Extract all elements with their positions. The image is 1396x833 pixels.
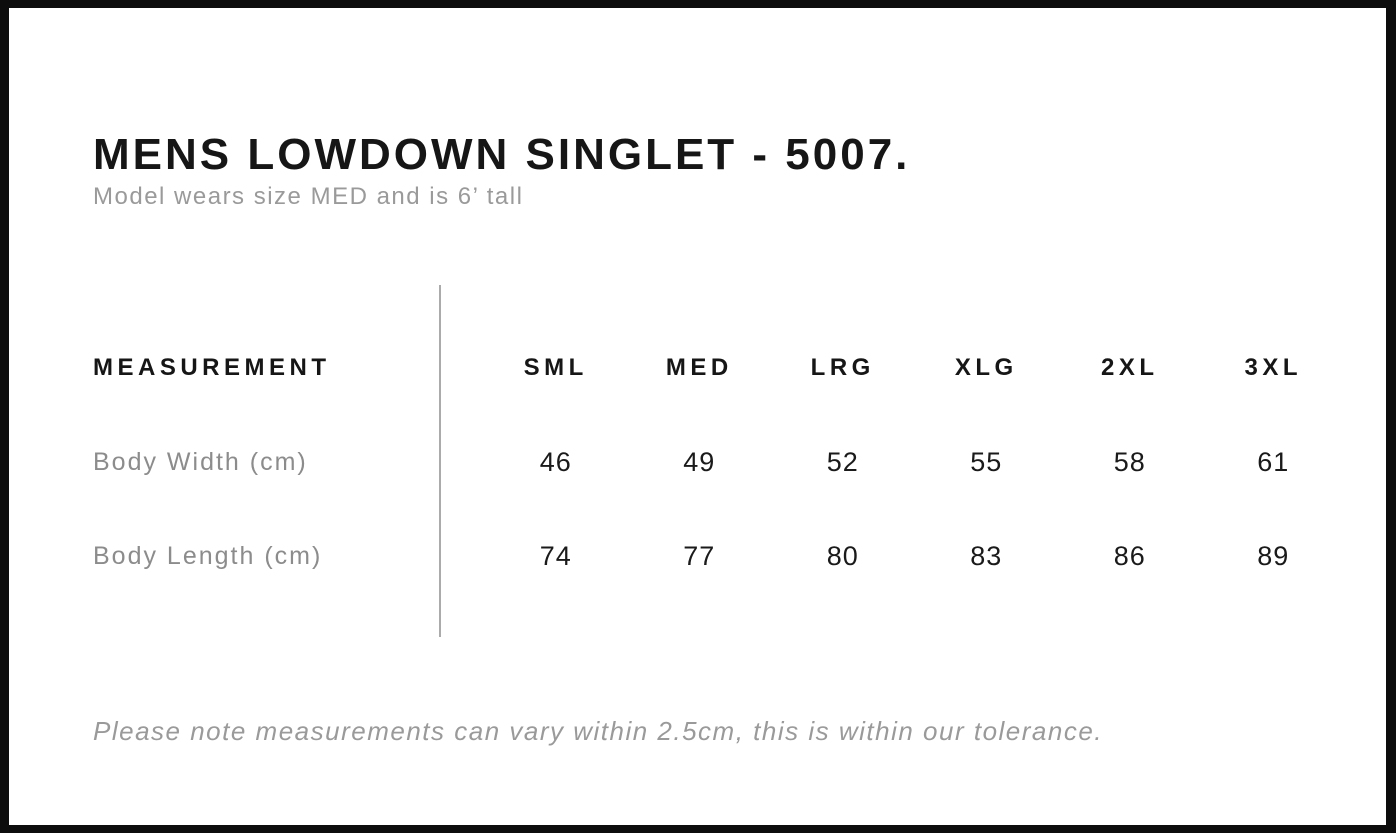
cell-value: 89 <box>1257 540 1290 571</box>
column-header-sml: SML <box>484 321 628 415</box>
cell-value: 52 <box>826 446 859 477</box>
body-length-3xl-cell: 89 <box>1202 509 1346 603</box>
measurement-header-cell: MEASUREMENT <box>93 321 439 415</box>
cell-value: 83 <box>970 540 1003 571</box>
column-header-label: SML <box>523 354 588 381</box>
row-label-body-width: Body Width (cm) <box>93 447 308 476</box>
model-size-note: Model wears size MED and is 6’ tall <box>93 183 524 210</box>
column-header-3xl: 3XL <box>1202 321 1346 415</box>
chart-sheet: MENS LOWDOWN SINGLET - 5007. Model wears… <box>9 8 1386 825</box>
body-length-med-cell: 77 <box>628 509 772 603</box>
cell-value: 55 <box>970 446 1003 477</box>
tolerance-note: Please note measurements can vary within… <box>93 716 1104 746</box>
product-title: MENS LOWDOWN SINGLET - 5007. <box>93 130 911 180</box>
column-header-label: XLG <box>954 354 1018 381</box>
body-width-med-cell: 49 <box>628 415 772 509</box>
column-header-label: LRG <box>810 354 875 381</box>
cell-value: 77 <box>683 540 716 571</box>
body-width-lrg-cell: 52 <box>771 415 915 509</box>
measurement-header: MEASUREMENT <box>93 354 331 381</box>
cell-value: 80 <box>826 540 859 571</box>
row-label-body-length: Body Length (cm) <box>93 541 323 570</box>
cell-value: 58 <box>1113 446 1146 477</box>
body-length-lrg-cell: 80 <box>771 509 915 603</box>
column-header-xlg: XLG <box>915 321 1059 415</box>
body-length-xlg-cell: 83 <box>915 509 1059 603</box>
column-header-label: 2XL <box>1100 354 1159 381</box>
size-table: MEASUREMENT SML MED LRG XLG 2XL 3XL Body… <box>93 285 1345 637</box>
cell-value: 74 <box>539 540 572 571</box>
column-header-2xl: 2XL <box>1058 321 1202 415</box>
gutter <box>439 321 484 415</box>
cell-value: 86 <box>1113 540 1146 571</box>
cell-value: 49 <box>683 446 716 477</box>
body-width-2xl-cell: 58 <box>1058 415 1202 509</box>
column-header-label: MED <box>665 354 733 381</box>
body-length-sml-cell: 74 <box>484 509 628 603</box>
table-row-body-width-label-cell: Body Width (cm) <box>93 415 439 509</box>
column-header-lrg: LRG <box>771 321 915 415</box>
gutter <box>439 415 484 509</box>
table-row-body-length-label-cell: Body Length (cm) <box>93 509 439 603</box>
gutter <box>439 509 484 603</box>
column-header-med: MED <box>628 321 772 415</box>
body-width-xlg-cell: 55 <box>915 415 1059 509</box>
column-header-label: 3XL <box>1244 354 1302 381</box>
cell-value: 46 <box>539 446 572 477</box>
body-length-2xl-cell: 86 <box>1058 509 1202 603</box>
table-divider <box>439 285 441 637</box>
body-width-3xl-cell: 61 <box>1202 415 1346 509</box>
cell-value: 61 <box>1257 446 1290 477</box>
body-width-sml-cell: 46 <box>484 415 628 509</box>
